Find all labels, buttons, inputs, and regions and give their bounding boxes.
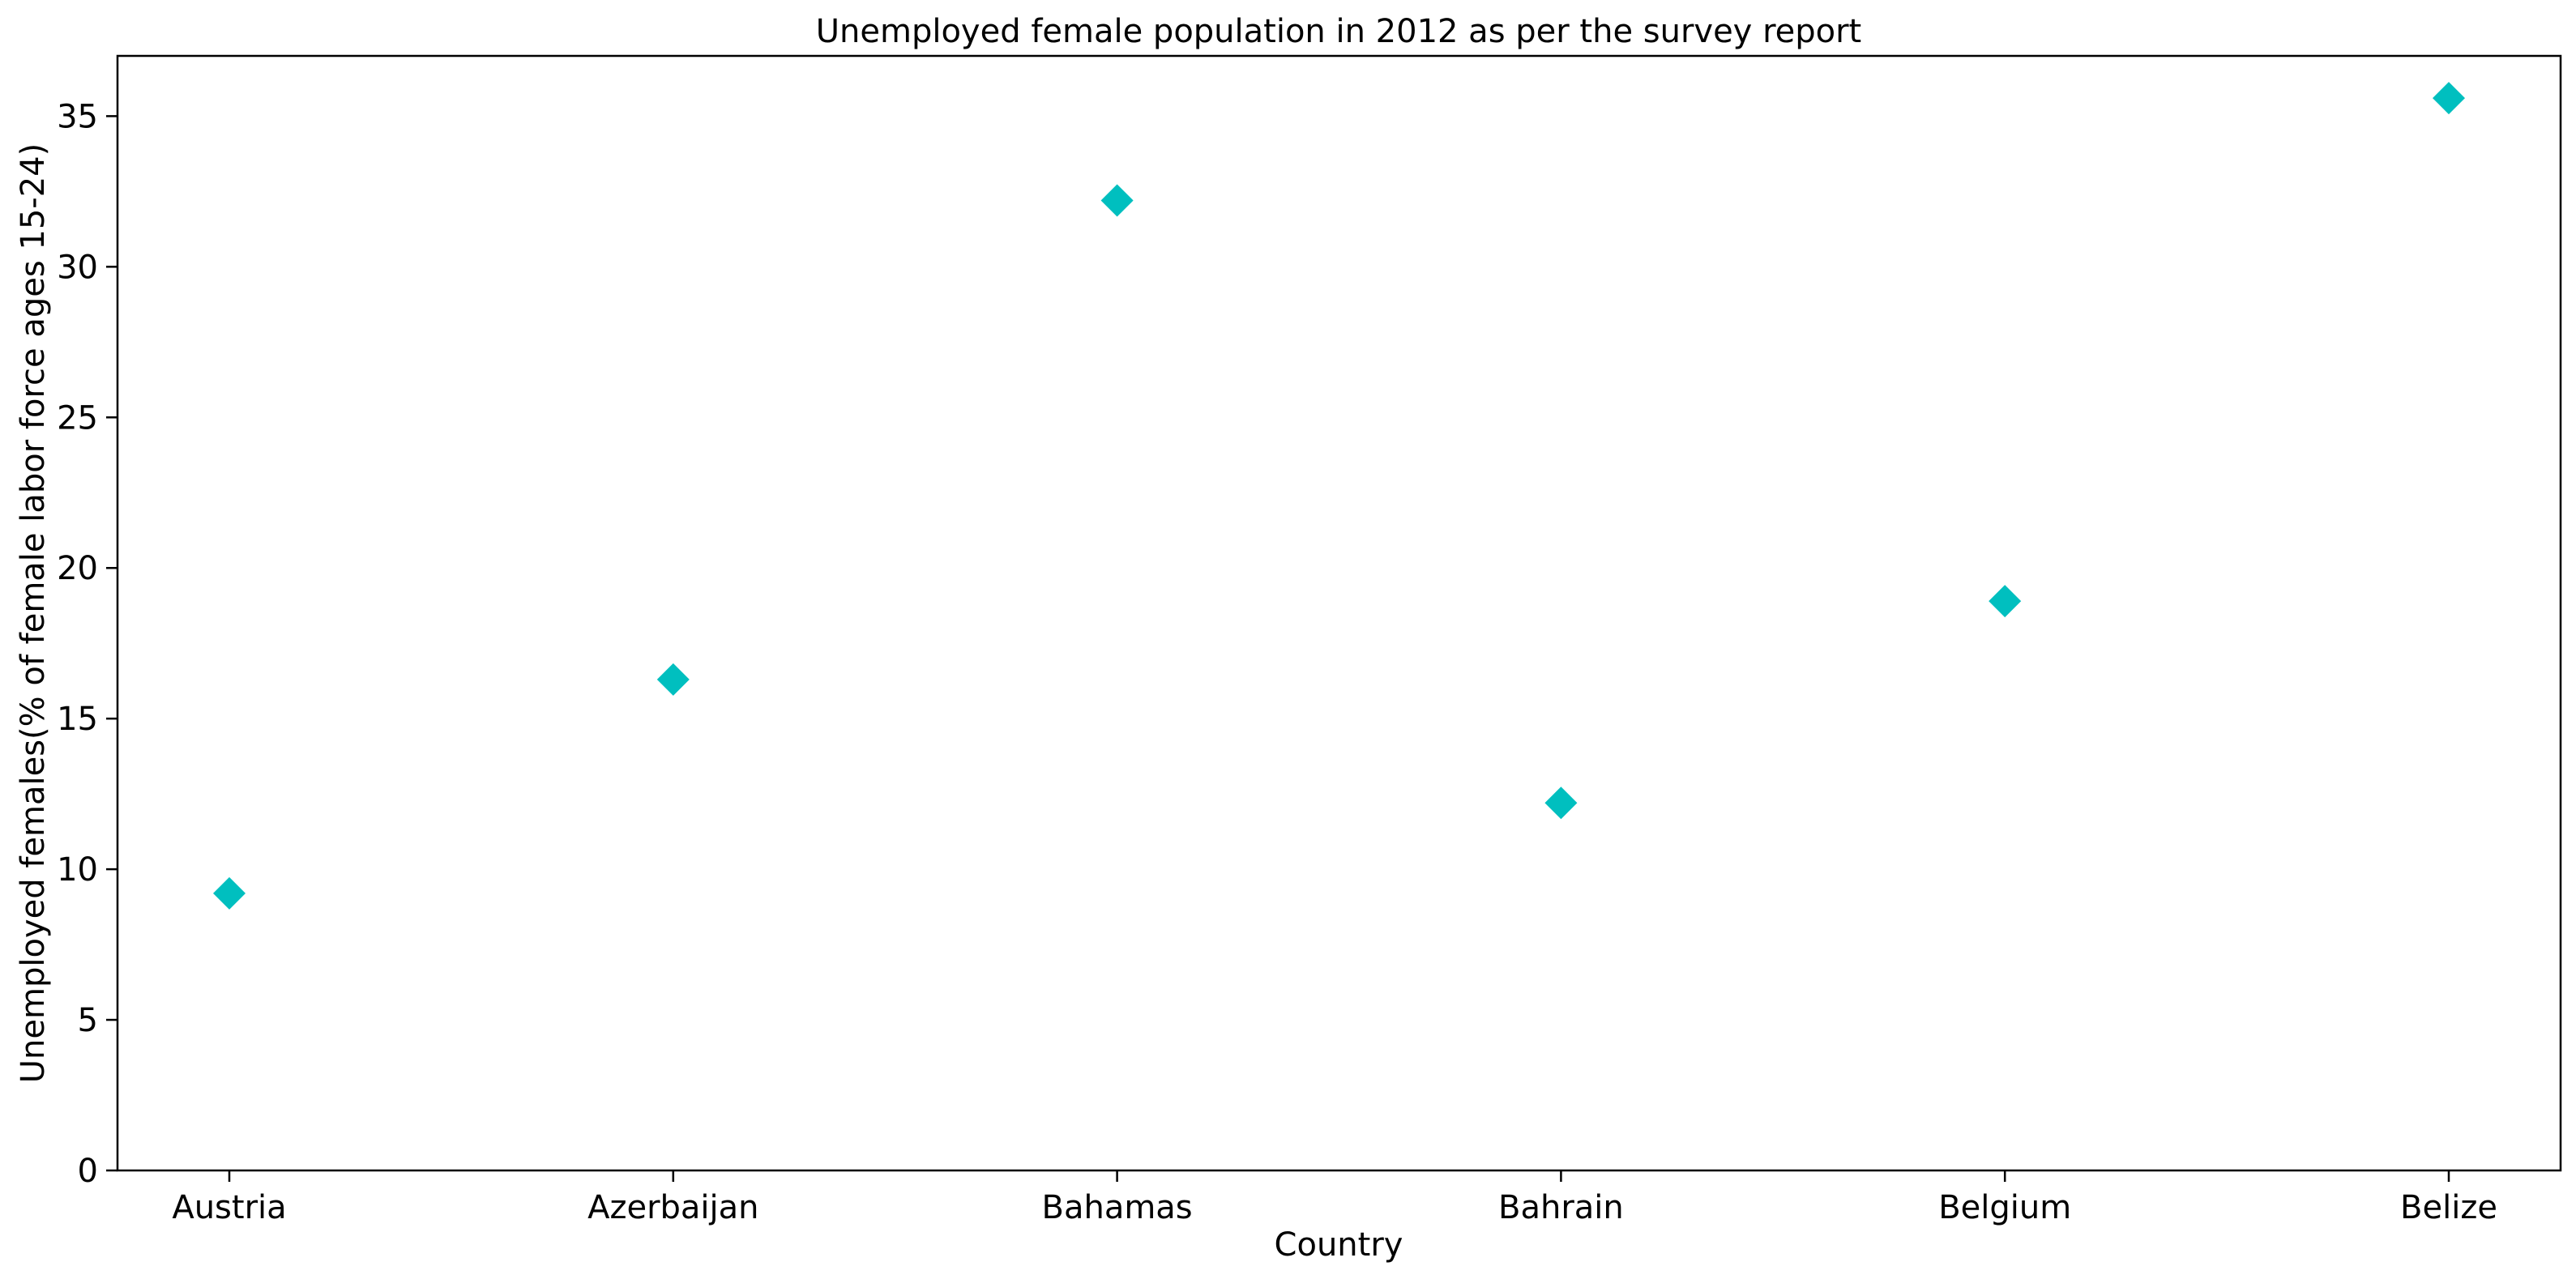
x-tick-label: Azerbaijan bbox=[587, 1189, 758, 1226]
y-tick-label: 10 bbox=[57, 851, 98, 889]
x-tick-label: Belize bbox=[2400, 1189, 2497, 1226]
y-tick-label: 35 bbox=[57, 98, 98, 135]
x-tick-label: Bahamas bbox=[1042, 1189, 1193, 1226]
y-tick-label: 25 bbox=[57, 399, 98, 437]
data-point-belize bbox=[2433, 82, 2465, 115]
y-tick-label: 5 bbox=[78, 1002, 98, 1039]
y-tick-label: 20 bbox=[57, 550, 98, 587]
data-point-azerbaijan bbox=[656, 663, 690, 696]
x-axis: Austria Azerbaijan Bahamas Bahrain Belgium Be… bbox=[172, 1170, 2497, 1226]
data-points bbox=[213, 82, 2465, 910]
data-point-bahrain bbox=[1544, 787, 1578, 820]
data-point-austria bbox=[213, 876, 246, 910]
data-point-belgium bbox=[1989, 585, 2022, 618]
plot-area bbox=[116, 54, 2562, 1172]
y-axis-label: Unemployed females(% of female labor for… bbox=[15, 143, 52, 1084]
y-tick-label: 0 bbox=[78, 1153, 98, 1190]
x-tick-label: Bahrain bbox=[1498, 1189, 1624, 1226]
x-tick-label: Austria bbox=[172, 1189, 286, 1226]
y-tick-label: 15 bbox=[57, 701, 98, 738]
y-tick-label: 30 bbox=[57, 249, 98, 286]
x-tick-label: Belgium bbox=[1938, 1189, 2071, 1226]
chart-title: Unemployed female population in 2012 as … bbox=[816, 13, 1862, 50]
x-axis-label: Country bbox=[1275, 1226, 1403, 1264]
data-point-bahamas bbox=[1100, 184, 1134, 217]
y-axis: 0 5 10 15 20 25 30 35 bbox=[57, 98, 117, 1190]
